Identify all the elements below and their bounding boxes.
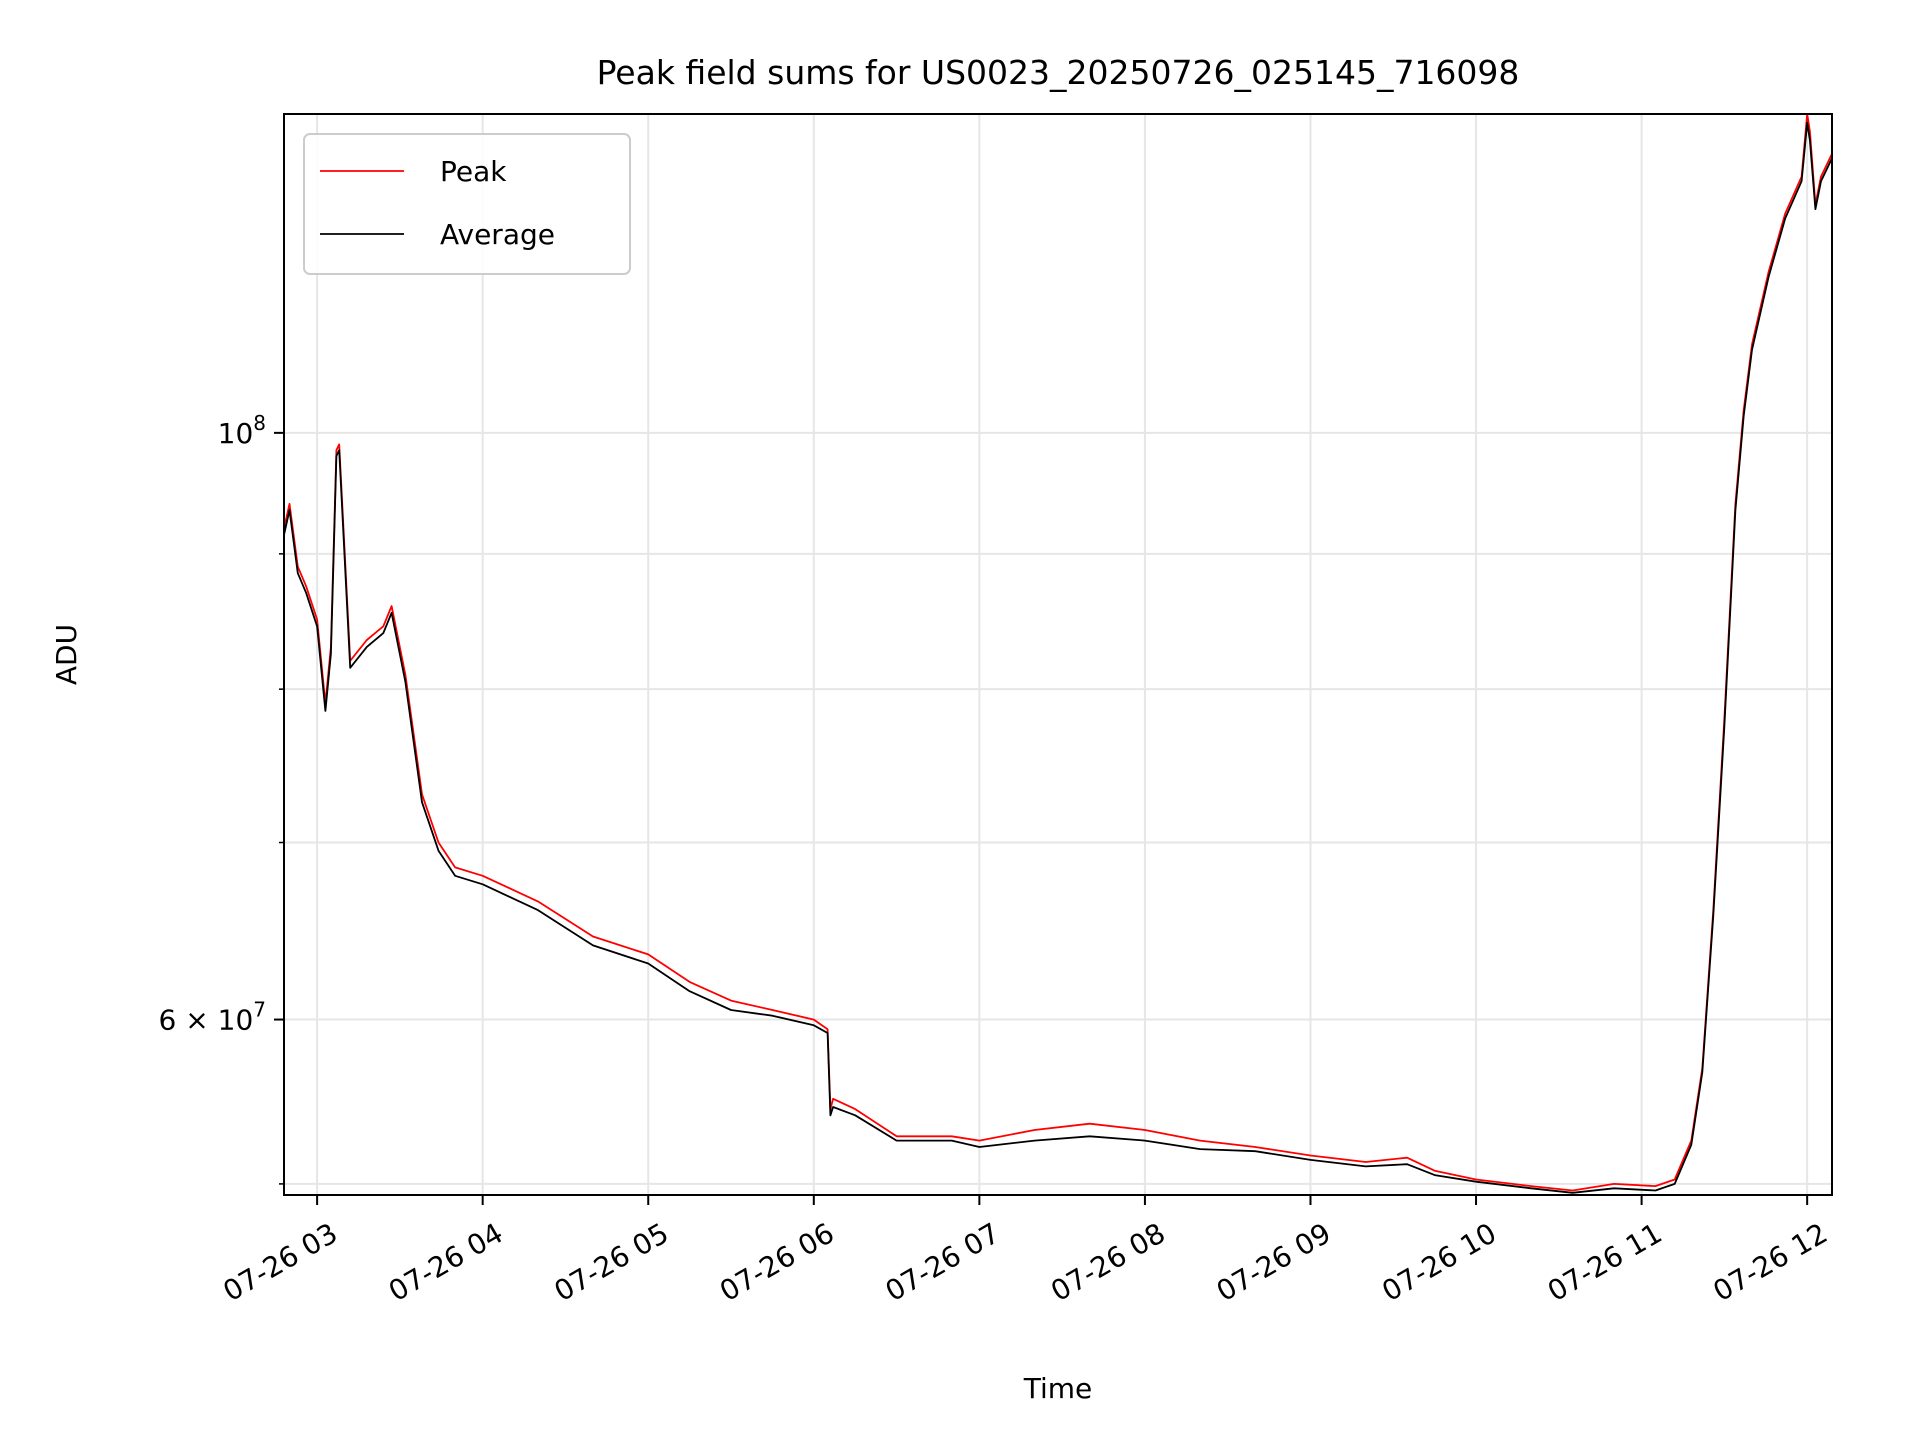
x-axis-label: Time <box>1023 1372 1093 1405</box>
chart-title: Peak field sums for US0023_20250726_0251… <box>597 53 1520 92</box>
y-axis-label: ADU <box>50 624 83 685</box>
y-tick-label-exponent: 8 <box>253 411 266 435</box>
y-tick-label-exponent: 7 <box>253 998 266 1022</box>
plot-frame <box>283 113 1833 1196</box>
legend-box <box>303 133 631 275</box>
y-tick-label-mantissa: 6 × <box>159 1004 218 1037</box>
series-line-average <box>284 121 1832 1194</box>
y-tick-label: 6 × 107 <box>159 998 266 1037</box>
grid <box>284 114 1832 1195</box>
legend-label: Peak <box>440 155 507 188</box>
y-tick-label: 108 <box>218 411 266 450</box>
y-tick-label-base: 10 <box>218 417 254 450</box>
y-tick-label-base: 10 <box>218 1004 254 1037</box>
legend: Peak Average <box>303 133 631 275</box>
legend-label: Average <box>440 218 555 251</box>
series-layer <box>284 114 1832 1194</box>
